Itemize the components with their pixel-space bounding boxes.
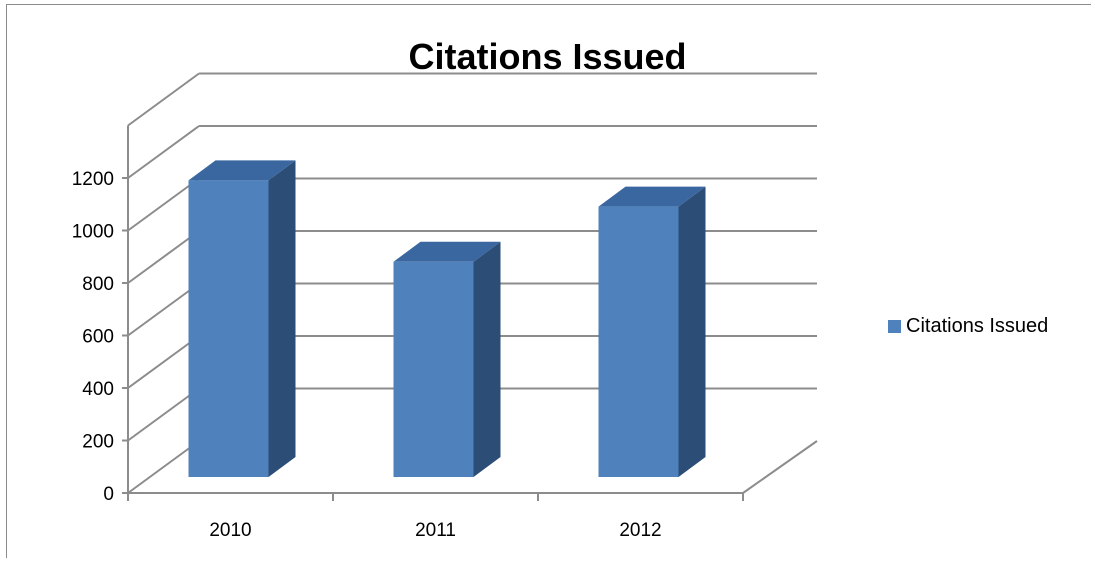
side-wall-line bbox=[127, 230, 200, 284]
chart-frame bbox=[6, 4, 1091, 558]
bar bbox=[188, 180, 269, 477]
y-tick-label: 1200 bbox=[72, 169, 114, 190]
side-wall-line bbox=[127, 125, 200, 179]
x-tick-label: 2012 bbox=[619, 520, 661, 541]
chart-title: Citations Issued bbox=[408, 36, 687, 77]
side-wall-line bbox=[127, 282, 200, 337]
side-wall-line bbox=[127, 387, 200, 442]
legend-label: Citations Issued bbox=[906, 315, 1049, 337]
bar-top bbox=[393, 241, 501, 262]
x-tick-label: 2011 bbox=[415, 520, 456, 541]
side-wall-line bbox=[127, 72, 200, 127]
bar bbox=[598, 206, 679, 477]
y-tick-label: 200 bbox=[82, 432, 114, 453]
side-wall-line bbox=[127, 440, 200, 494]
floor-edge bbox=[742, 440, 818, 494]
bar-side bbox=[678, 186, 706, 477]
x-tick-label: 2010 bbox=[209, 520, 251, 541]
bar-top bbox=[598, 186, 706, 207]
y-tick-label: 1000 bbox=[72, 222, 114, 243]
y-tick-label: 0 bbox=[103, 484, 114, 505]
side-wall-line bbox=[127, 177, 200, 232]
bar bbox=[393, 261, 474, 477]
legend-swatch bbox=[888, 320, 901, 333]
bar-top bbox=[188, 160, 296, 181]
bar-side bbox=[268, 160, 296, 477]
y-tick-label: 600 bbox=[82, 327, 114, 348]
y-tick-label: 800 bbox=[82, 274, 114, 295]
bar-side bbox=[473, 241, 501, 477]
y-tick-label: 400 bbox=[82, 379, 114, 400]
side-wall-line bbox=[127, 335, 200, 389]
legend: Citations Issued bbox=[888, 315, 1048, 338]
